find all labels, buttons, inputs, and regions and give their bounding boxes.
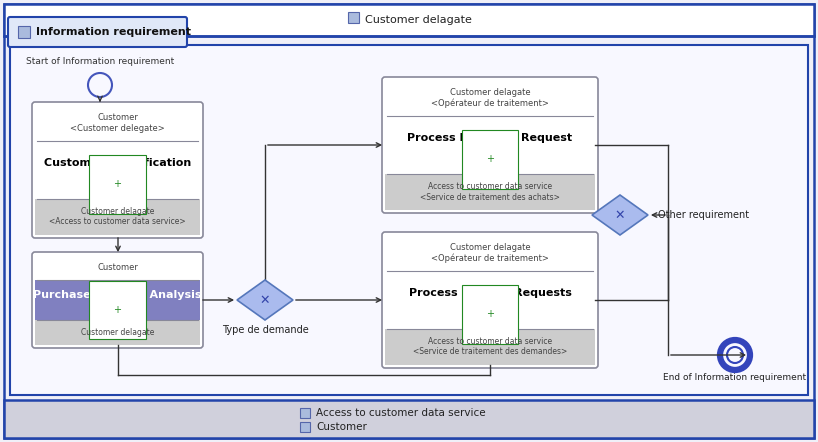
FancyBboxPatch shape	[382, 77, 598, 213]
Bar	[35, 320, 200, 345]
Bar	[300, 422, 310, 432]
Text: +: +	[114, 305, 122, 315]
FancyBboxPatch shape	[382, 232, 598, 368]
Polygon shape	[237, 280, 293, 320]
Text: Type de demande: Type de demande	[222, 325, 308, 335]
Text: Customer
<Customer delegate>: Customer <Customer delegate>	[70, 114, 165, 133]
Text: +: +	[486, 309, 494, 319]
Text: End of Information requirement: End of Information requirement	[663, 373, 807, 381]
Bar	[300, 408, 310, 418]
Text: Access to customer data service
<Service de traitement des achats>: Access to customer data service <Service…	[420, 182, 560, 202]
Polygon shape	[592, 195, 648, 235]
Text: ✕: ✕	[615, 209, 625, 221]
Text: Customer identification: Customer identification	[44, 158, 191, 168]
FancyBboxPatch shape	[32, 252, 203, 348]
Text: ✕: ✕	[260, 293, 270, 306]
Bar	[4, 4, 814, 36]
Bar	[385, 174, 595, 210]
Bar	[35, 198, 200, 235]
Text: Access to customer data service: Access to customer data service	[316, 408, 486, 418]
Text: Information requirement: Information requirement	[36, 27, 191, 37]
Text: Customer delagate: Customer delagate	[81, 328, 154, 337]
Bar	[385, 328, 595, 365]
Bar	[35, 141, 200, 198]
Text: Customer delagate: Customer delagate	[365, 15, 472, 25]
Text: Process General Requests: Process General Requests	[408, 288, 572, 298]
Text: Process Purchase Request: Process Purchase Request	[407, 133, 573, 143]
Text: Access to customer data service
<Service de traitement des demandes>: Access to customer data service <Service…	[413, 337, 567, 357]
Text: Customer: Customer	[97, 263, 138, 272]
Bar	[10, 45, 808, 395]
Text: Start of Information requirement: Start of Information requirement	[26, 57, 174, 66]
Bar	[18, 26, 30, 38]
Bar	[385, 271, 595, 328]
Text: Customer delagate
<Opérateur de traitement>: Customer delagate <Opérateur de traiteme…	[431, 243, 549, 263]
FancyBboxPatch shape	[8, 17, 187, 47]
Text: +: +	[486, 154, 494, 164]
Bar	[348, 12, 359, 23]
Bar	[35, 280, 200, 320]
Text: Purchase Request Analysis: Purchase Request Analysis	[34, 290, 202, 300]
Text: +: +	[114, 179, 122, 189]
Bar	[385, 116, 595, 174]
Text: Customer: Customer	[316, 422, 367, 432]
Text: Customer delagate
<Access to customer data service>: Customer delagate <Access to customer da…	[49, 207, 186, 226]
Text: Other requirement: Other requirement	[658, 210, 749, 220]
FancyBboxPatch shape	[32, 102, 203, 238]
Text: Customer delagate
<Opérateur de traitement>: Customer delagate <Opérateur de traiteme…	[431, 88, 549, 108]
Bar	[4, 400, 814, 438]
